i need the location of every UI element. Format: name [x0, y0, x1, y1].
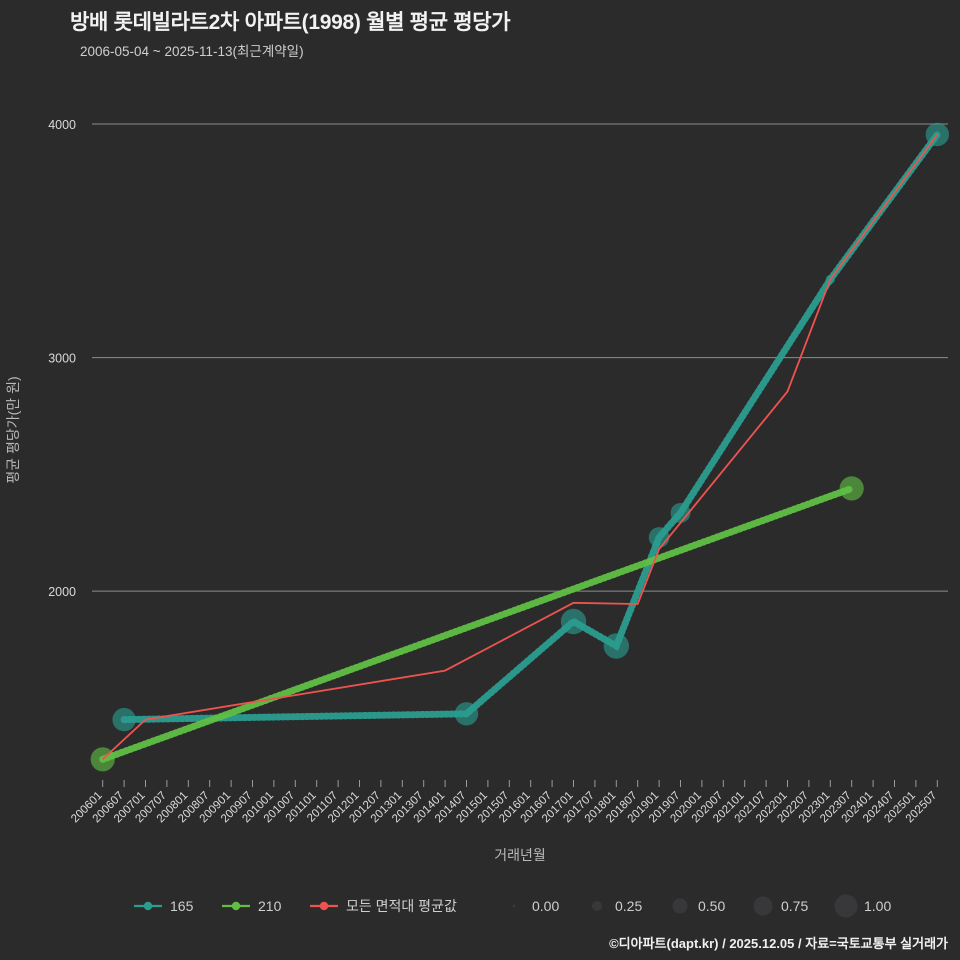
size-legend-label: 0.50 — [698, 898, 725, 914]
series-layer — [90, 122, 949, 772]
y-tick-label: 2000 — [48, 585, 76, 599]
size-legend-marker — [834, 894, 858, 918]
page-subtitle: 2006-05-04 ~ 2025-11-13(최근계약일) — [80, 44, 304, 59]
x-axis-tick-marks — [102, 780, 938, 787]
y-tick-label: 3000 — [48, 352, 76, 366]
size-legend-marker — [512, 904, 516, 908]
data-point[interactable] — [670, 503, 691, 523]
legend-swatch-dot[interactable] — [143, 901, 153, 911]
data-point[interactable] — [560, 608, 587, 635]
footer-credit: ©디아파트(dapt.kr) / 2025.12.05 / 자료=국토교통부 실… — [609, 936, 948, 951]
size-legend-label: 1.00 — [864, 898, 891, 914]
x-axis-title: 거래년월 — [494, 847, 546, 863]
size-legend-marker — [672, 898, 688, 914]
y-axis-tick-labels: 2000 3000 4000 — [48, 118, 76, 599]
page-title: 방배 롯데빌라트2차 아파트(1998) 월별 평균 평당가 — [70, 11, 511, 34]
size-legend-label: 0.75 — [781, 898, 808, 914]
series-line — [99, 484, 856, 763]
legend-label[interactable]: 모든 면적대 평균값 — [346, 898, 457, 914]
size-legend-label: 0.25 — [615, 898, 642, 914]
data-point[interactable] — [112, 707, 136, 732]
size-legend-label: 0.00 — [532, 898, 559, 914]
series-210 — [90, 476, 864, 772]
data-point[interactable] — [839, 476, 864, 501]
y-axis-title: 평균 평당가(만 원) — [5, 376, 21, 483]
series-line — [102, 133, 939, 760]
series-모든 면적대 평균값 — [102, 133, 939, 760]
chart-legend: 165 210 모든 면적대 평균값 0.00 0.25 0.50 0.75 1.00 — [134, 894, 891, 918]
legend-label[interactable]: 165 — [170, 898, 194, 914]
x-axis-tick-labels: 2006012006072007012007072008012008072009… — [69, 790, 939, 826]
gridlines — [92, 123, 948, 592]
series-165 — [112, 122, 949, 732]
series-line — [120, 131, 941, 724]
size-legend-marker — [753, 896, 773, 916]
size-legend-marker — [592, 901, 602, 911]
data-point[interactable] — [648, 527, 670, 548]
legend-swatch-dot[interactable] — [319, 901, 329, 911]
y-tick-label: 4000 — [48, 118, 76, 132]
legend-swatch-dot[interactable] — [231, 901, 241, 911]
legend-label[interactable]: 210 — [258, 898, 282, 914]
data-point[interactable] — [454, 702, 479, 726]
data-point[interactable] — [603, 633, 629, 659]
